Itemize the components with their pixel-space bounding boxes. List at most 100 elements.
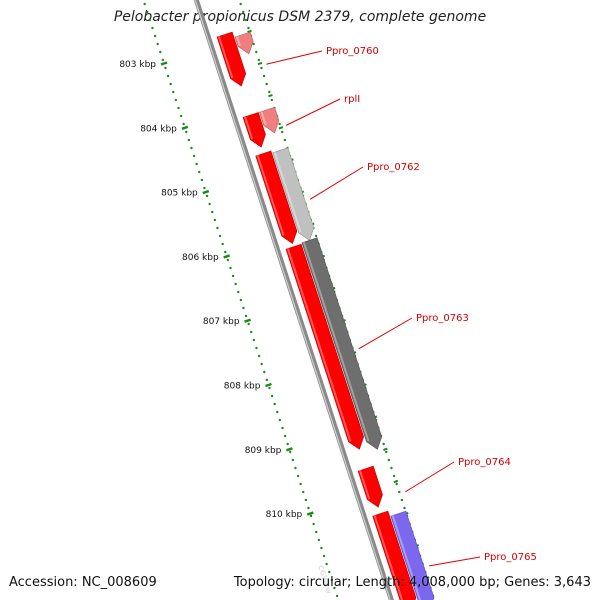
accession-text: Accession: NC_008609 [9,575,157,590]
gene-feature[interactable] [372,510,417,600]
gene-feature-highlight [256,155,285,236]
gene-feature[interactable] [272,147,315,241]
ruler-dot [211,210,214,214]
ruler-dot [320,546,323,550]
backbone-line [193,0,394,600]
ruler-dot [278,418,282,422]
ruler-dot [229,266,232,270]
gene-label: Ppro_0762 [367,162,420,173]
ruler-tick [244,318,251,323]
ruler-dot [315,530,318,534]
ruler-dot [299,482,302,486]
ruler-tick [160,61,168,66]
gene-feature-highlight [359,470,371,500]
ruler-dot [156,42,159,46]
gene-feature[interactable] [357,465,383,508]
ruler-dot [286,442,289,446]
outer-dot [392,474,396,478]
ruler-dot [182,122,185,126]
ruler-dot [239,298,243,302]
ruler-dot [296,474,300,478]
gene-label: Ppro_0763 [416,313,469,324]
label-leader-line [358,317,413,350]
ruler-dot [335,594,339,598]
ruler-dot [330,578,334,582]
outer-dot [395,482,398,486]
ruler-dot [307,506,310,510]
feature-track [216,31,435,600]
outer-dot [244,18,248,22]
ruler-dot [325,562,328,566]
outer-dot [252,42,255,46]
ruler-dot [216,226,219,230]
ruler-dot [177,106,180,110]
outer-dot [281,130,284,134]
gene-feature-highlight [235,36,241,47]
ruler-dot [203,186,206,190]
gene-feature[interactable] [255,150,298,244]
outer-dot [314,234,318,238]
ruler-dot [268,386,271,390]
label-leader-line [285,98,341,126]
ruler-dot [231,274,235,278]
ruler-dot [276,410,279,414]
gene-feature[interactable] [259,106,280,134]
tick-label: 807 kbp [203,317,240,327]
label-leader-line [266,50,323,65]
ruler-dot [322,554,326,558]
ruler-dot [172,90,175,94]
outer-tick [247,29,252,33]
ruler-dot [190,146,193,150]
gene-feature[interactable] [242,112,266,148]
gene-feature-highlight [302,241,370,442]
ruler-dot [255,346,258,350]
ruler-dot [281,426,284,430]
ruler-dot [234,282,237,286]
gene-feature-highlight [244,116,254,140]
outer-dot [398,490,401,494]
ruler-dot [198,170,201,174]
ruler-dot [302,490,305,494]
ruler-dot [309,514,313,518]
ruler-tick [265,382,272,388]
outer-tick [393,479,399,484]
ruler-tick [202,189,210,195]
ruler-tick [223,254,231,259]
ruler-dot [205,194,209,198]
gene-feature-highlight [286,248,352,442]
ruler-tick [181,125,189,130]
ruler-dot [185,130,188,134]
ruler-dot [270,394,274,398]
ruler-dot [265,378,269,382]
ruler-dot [263,370,266,374]
ruler-dot [187,138,191,142]
ruler-dot [247,322,250,326]
ruler-dot [195,162,198,166]
gene-feature[interactable] [234,31,254,55]
gene-feature[interactable] [301,237,383,450]
ruler-dot [161,58,165,62]
gene-label: Ppro_0764 [458,457,511,468]
backbone-highlight [194,0,391,600]
outer-tick [257,61,263,66]
ruler-dot [221,242,224,246]
gene-label: Ppro_0760 [326,46,379,57]
gene-feature[interactable] [390,510,435,600]
outer-dot [278,122,281,126]
outer-dot [242,10,245,14]
gene-feature[interactable] [285,243,365,450]
ruler-dot [244,314,248,318]
label-leader-line [404,461,455,493]
ruler-dot [250,330,253,334]
ruler-dot [283,434,287,438]
outer-dot [270,98,274,102]
ruler-dot [148,18,152,22]
tick-label: 810 kbp [266,510,303,520]
gene-feature[interactable] [216,31,247,87]
gene-feature-highlight [217,36,234,79]
outer-dot [403,506,406,510]
tick-label: 805 kbp [161,189,198,199]
gene-label: rplI [344,94,360,105]
outer-dot [247,26,250,30]
ruler-dot [169,82,172,86]
